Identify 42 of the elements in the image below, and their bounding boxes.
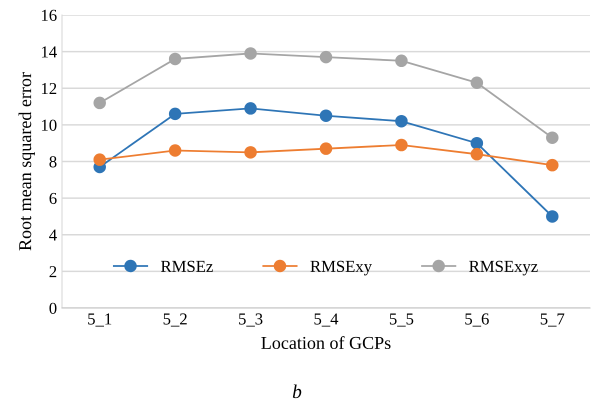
text: b xyxy=(292,384,302,398)
point xyxy=(395,114,408,128)
x-tick-label: 5_7 xyxy=(540,314,564,327)
point xyxy=(470,136,484,150)
x-tick-label: 5_6 xyxy=(465,313,489,327)
x-tick-label: 5_2 xyxy=(164,313,187,327)
point xyxy=(395,138,408,152)
point xyxy=(546,210,559,223)
y-tick-label: 10 xyxy=(42,120,57,131)
x-tick-label: 5_3 xyxy=(239,313,262,327)
point xyxy=(93,96,106,110)
point xyxy=(244,146,257,159)
y-tick-label: 4 xyxy=(49,230,57,241)
point xyxy=(244,47,257,60)
point xyxy=(168,144,182,157)
point xyxy=(546,131,559,144)
y-tick-label: 8 xyxy=(49,156,57,168)
x-tick-label: 5_1 xyxy=(88,313,112,327)
legend-label: RMSEz xyxy=(161,260,213,272)
y-axis-title: Root mean squared error xyxy=(18,72,35,250)
y-tick-label: 6 xyxy=(50,192,57,204)
y-tick-label: 2 xyxy=(50,266,56,278)
y-tick-label: 16 xyxy=(42,10,57,21)
x-axis-title: Location of GCPs xyxy=(261,336,391,350)
legend-label: RMSExyz xyxy=(469,260,538,276)
point xyxy=(546,158,559,172)
point xyxy=(470,148,484,160)
legend-label: RMSExy xyxy=(310,260,372,276)
point xyxy=(320,109,332,122)
x-tick-label: 5_4 xyxy=(314,313,338,327)
x-tick-label: 5_5 xyxy=(390,314,414,327)
y-tick-label: 0 xyxy=(49,302,57,314)
y-tick-label: 14 xyxy=(42,46,57,58)
point xyxy=(470,76,484,90)
point xyxy=(93,153,106,166)
point xyxy=(168,52,182,66)
point xyxy=(320,50,332,64)
point xyxy=(168,108,182,120)
point xyxy=(244,102,257,115)
point xyxy=(320,142,332,155)
y-tick-label: 12 xyxy=(42,82,56,94)
point xyxy=(395,54,408,68)
